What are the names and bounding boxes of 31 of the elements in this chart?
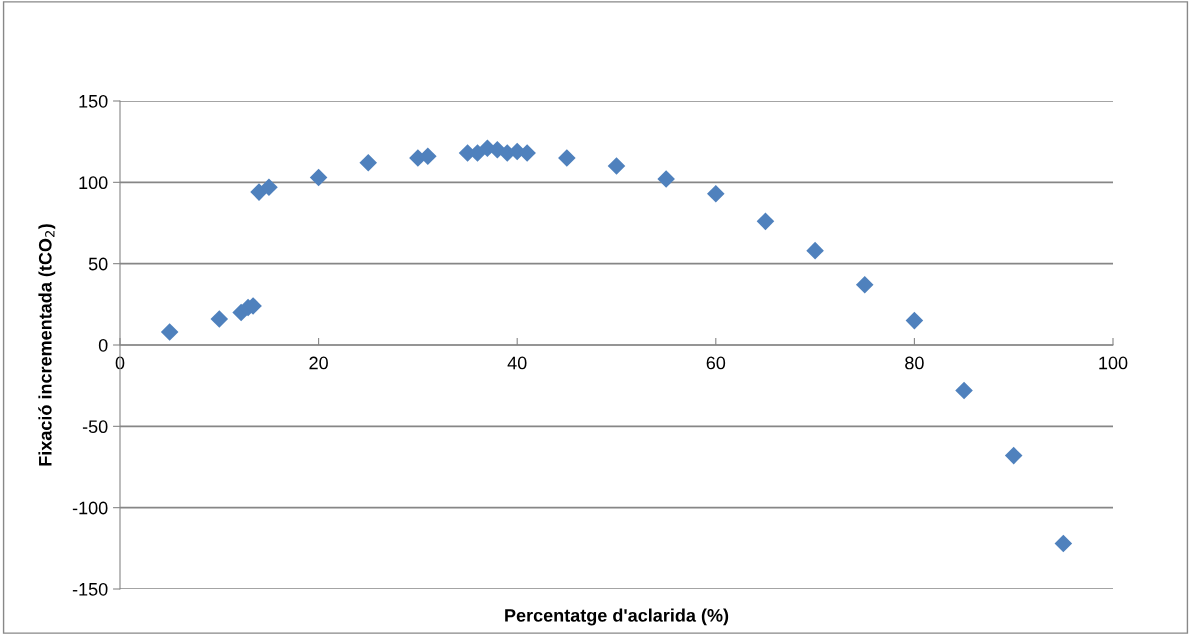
- point: [210, 310, 229, 328]
- y-tick-label: 100: [79, 176, 108, 190]
- point: [607, 157, 626, 175]
- point: [1004, 446, 1023, 465]
- point: [756, 212, 775, 231]
- point: [707, 184, 725, 203]
- y-tick-label: 150: [79, 94, 108, 108]
- point: [657, 170, 675, 188]
- y-axis-title: Fixació incrementada (tCO$_{2}$): [38, 224, 56, 466]
- y-tick-label: 0: [98, 338, 108, 352]
- x-tick-label: 60: [706, 356, 726, 370]
- point: [160, 323, 179, 341]
- x-tick-label: 80: [905, 356, 924, 370]
- y-tick-label: -100: [72, 501, 108, 515]
- point: [905, 311, 924, 330]
- point: [558, 149, 576, 167]
- point: [309, 168, 328, 187]
- point: [260, 178, 278, 196]
- y-tick-label: -150: [72, 582, 108, 596]
- x-tick-label: 20: [309, 356, 328, 370]
- point: [806, 241, 824, 260]
- x-tick-label: 40: [507, 356, 527, 370]
- x-axis-title: Percentatge d'aclarida (%): [505, 608, 729, 626]
- point: [855, 276, 874, 294]
- point: [955, 381, 973, 400]
- point: [359, 154, 378, 172]
- y-tick-label: 50: [88, 257, 108, 271]
- x-tick-label: 0: [115, 356, 125, 370]
- y-tick-label: -50: [82, 420, 108, 434]
- point: [1054, 534, 1073, 553]
- x-tick-label: 100: [1099, 356, 1128, 370]
